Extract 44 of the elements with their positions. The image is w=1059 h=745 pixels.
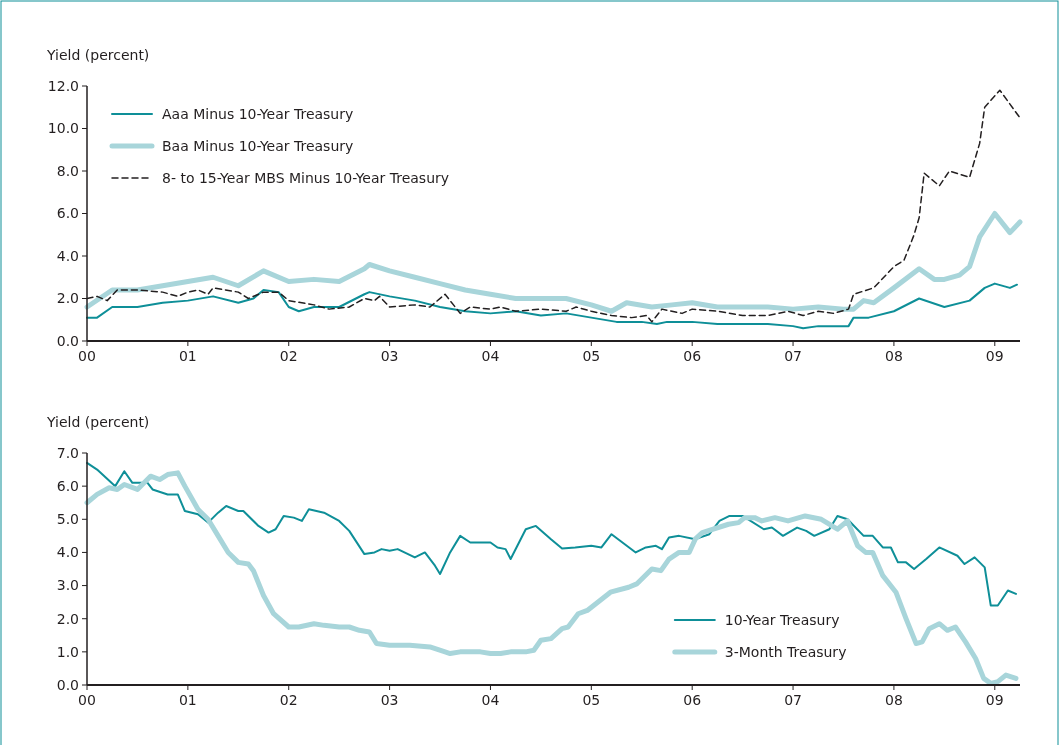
legend-label: 10-Year Treasury	[724, 611, 840, 628]
legend-label: Baa Minus 10-Year Treasury	[162, 137, 354, 154]
line-series	[86, 461, 1017, 607]
y-axis-title: Yield (percent)	[46, 414, 150, 430]
legend-label: Aaa Minus 10-Year Treasury	[162, 105, 354, 122]
x-tick-label: 05	[582, 692, 601, 708]
y-tick-label: 4.0	[56, 544, 79, 561]
x-tick-label: 08	[885, 692, 903, 708]
x-tick-label: 06	[683, 348, 702, 364]
x-tick-label: 04	[481, 692, 500, 708]
y-tick-label: 6.0	[56, 205, 79, 222]
legend-label: 8- to 15-Year MBS Minus 10-Year Treasury	[162, 169, 450, 186]
y-tick-label: 6.0	[56, 478, 79, 495]
x-tick-label: 03	[380, 692, 399, 708]
y-tick-label: 12.0	[47, 77, 79, 94]
x-tick-label: 06	[683, 692, 702, 708]
x-tick-label: 00	[78, 348, 96, 364]
line-series	[86, 282, 1018, 330]
x-tick-label: 08	[885, 348, 903, 364]
x-tick-label: 05	[582, 348, 601, 364]
y-tick-label: 2.0	[56, 290, 79, 307]
x-tick-label: 09	[985, 692, 1004, 708]
y-tick-label: 8.0	[56, 162, 79, 179]
x-tick-label: 01	[178, 348, 197, 364]
y-tick-label: 5.0	[56, 511, 79, 528]
x-tick-label: 01	[178, 692, 197, 708]
x-tick-label: 04	[481, 348, 500, 364]
y-tick-label: 1.0	[56, 643, 79, 660]
y-axis-title: Yield (percent)	[46, 47, 150, 63]
y-tick-label: 0.0	[56, 676, 79, 693]
legend-label: 3-Month Treasury	[724, 643, 847, 660]
y-tick-label: 0.0	[56, 332, 79, 349]
y-tick-label: 10.0	[47, 120, 79, 137]
x-tick-label: 02	[279, 692, 298, 708]
y-tick-label: 4.0	[56, 247, 79, 264]
y-tick-label: 2.0	[56, 610, 79, 627]
x-tick-label: 07	[784, 348, 802, 364]
x-tick-label: 09	[985, 348, 1004, 364]
x-tick-label: 00	[78, 692, 96, 708]
x-tick-label: 07	[784, 692, 802, 708]
x-tick-label: 02	[279, 348, 298, 364]
x-tick-label: 03	[380, 348, 399, 364]
y-tick-label: 3.0	[56, 577, 79, 594]
y-tick-label: 7.0	[56, 444, 79, 461]
